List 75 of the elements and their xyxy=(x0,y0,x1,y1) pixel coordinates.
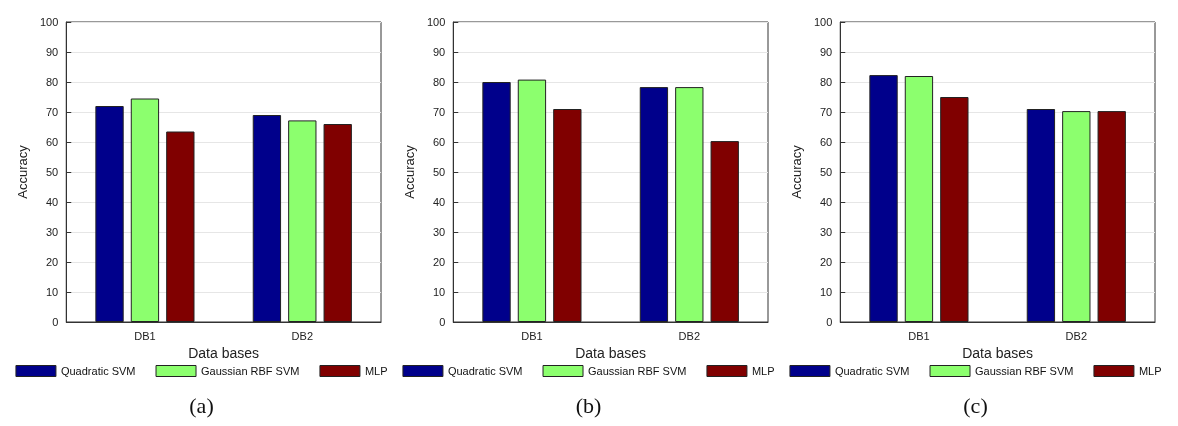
y-tick-label: 20 xyxy=(820,256,833,268)
x-tick-label: DB1 xyxy=(134,329,156,342)
x-axis-title: Data bases xyxy=(962,344,1034,361)
y-tick-label: 80 xyxy=(820,76,833,88)
bar xyxy=(940,97,969,322)
y-tick-label: 30 xyxy=(433,226,446,238)
text: (a) xyxy=(189,392,214,418)
legend-label: Quadratic SVM xyxy=(60,365,136,377)
y-axis-title: Accuracy xyxy=(789,144,804,199)
y-tick-label: 20 xyxy=(433,256,446,268)
bar xyxy=(1062,111,1091,322)
y-tick-label: 60 xyxy=(820,136,833,148)
bar xyxy=(675,87,704,322)
y-tick-label: 40 xyxy=(820,196,833,208)
bar xyxy=(288,120,317,322)
y-tick-label: 40 xyxy=(433,196,446,208)
bar xyxy=(166,131,195,322)
bar xyxy=(517,79,547,322)
legend-label: MLP xyxy=(364,365,388,377)
legend-label: Gaussian RBF SVM xyxy=(588,365,687,377)
legend-label: Quadratic SVM xyxy=(834,365,910,377)
y-tick-label: 60 xyxy=(433,136,446,148)
bar xyxy=(904,76,934,322)
y-tick-label: 30 xyxy=(820,226,833,238)
y-tick-label: 0 xyxy=(52,316,59,328)
bar xyxy=(323,124,352,322)
bar xyxy=(252,115,282,322)
y-tick-label: 10 xyxy=(46,286,59,298)
y-tick-label: 90 xyxy=(820,46,833,58)
bar xyxy=(1026,109,1056,322)
legend-label: Gaussian RBF SVM xyxy=(201,365,300,377)
bar xyxy=(869,75,898,322)
y-tick-label: 70 xyxy=(820,106,833,118)
y-tick-label: 0 xyxy=(826,316,833,328)
x-tick-label: DB2 xyxy=(1065,329,1088,342)
y-tick-label: 80 xyxy=(433,76,446,88)
x-axis-title: Data bases xyxy=(188,344,260,361)
y-tick-label: 60 xyxy=(46,136,59,148)
y-tick-label: 10 xyxy=(820,286,833,298)
bar xyxy=(130,98,160,322)
y-tick-label: 30 xyxy=(46,226,59,238)
y-axis-title: Accuracy xyxy=(402,144,417,199)
y-tick-label: 50 xyxy=(46,166,59,178)
bar xyxy=(553,109,582,322)
y-tick-label: 100 xyxy=(39,16,59,28)
y-tick-label: 70 xyxy=(46,106,59,118)
x-tick-label: DB2 xyxy=(678,329,701,342)
y-tick-label: 90 xyxy=(433,46,446,58)
y-tick-label: 40 xyxy=(46,196,59,208)
y-tick-label: 70 xyxy=(433,106,446,118)
y-tick-label: 80 xyxy=(46,76,59,88)
legend-label: MLP xyxy=(751,365,775,377)
x-tick-label: DB2 xyxy=(291,329,314,342)
bar xyxy=(1097,111,1126,322)
y-tick-label: 50 xyxy=(820,166,833,178)
y-tick-label: 100 xyxy=(426,16,446,28)
text: (c) xyxy=(963,392,988,418)
bar xyxy=(482,82,511,322)
legend-label: MLP xyxy=(1138,365,1162,377)
bar xyxy=(95,106,124,322)
x-tick-label: DB1 xyxy=(521,329,543,342)
y-tick-label: 20 xyxy=(46,256,59,268)
x-axis-title: Data bases xyxy=(575,344,647,361)
y-tick-label: 50 xyxy=(433,166,446,178)
y-axis-title: Accuracy xyxy=(15,144,30,199)
text: (b) xyxy=(575,392,602,418)
bar xyxy=(710,141,739,322)
x-tick-label: DB1 xyxy=(908,329,930,342)
y-tick-label: 0 xyxy=(439,316,446,328)
legend-label: Gaussian RBF SVM xyxy=(975,365,1074,377)
y-tick-label: 10 xyxy=(433,286,446,298)
y-tick-label: 90 xyxy=(46,46,59,58)
bar xyxy=(639,87,669,322)
legend-label: Quadratic SVM xyxy=(447,365,523,377)
y-tick-label: 100 xyxy=(813,16,833,28)
